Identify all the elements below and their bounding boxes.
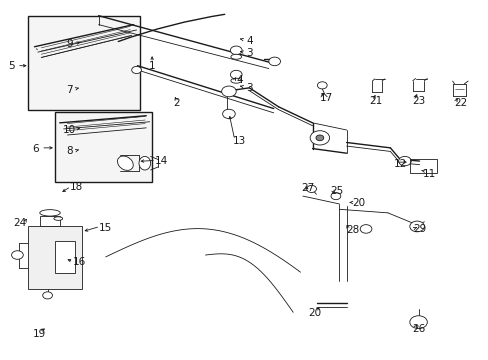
Text: 19: 19	[33, 329, 46, 339]
Ellipse shape	[230, 54, 241, 59]
Circle shape	[360, 225, 371, 233]
Text: 29: 29	[412, 224, 426, 234]
Circle shape	[309, 131, 329, 145]
Circle shape	[330, 193, 340, 200]
Text: 18: 18	[70, 182, 83, 192]
Text: 9: 9	[66, 39, 73, 49]
Circle shape	[398, 157, 410, 166]
Text: 2: 2	[173, 98, 180, 108]
Text: 15: 15	[99, 223, 112, 233]
Circle shape	[222, 109, 235, 118]
Circle shape	[131, 66, 141, 73]
Text: 24: 24	[13, 218, 26, 228]
Text: 16: 16	[72, 257, 85, 267]
Bar	[409, 158, 436, 173]
Text: 3: 3	[245, 83, 252, 93]
Circle shape	[317, 82, 326, 89]
Text: 17: 17	[319, 93, 332, 103]
Text: 27: 27	[301, 183, 314, 193]
Text: 1: 1	[148, 61, 155, 71]
Text: 8: 8	[66, 147, 73, 157]
Text: 4: 4	[236, 75, 243, 85]
Bar	[28, 16, 140, 111]
Text: 25: 25	[329, 186, 343, 197]
Ellipse shape	[54, 217, 62, 220]
Text: 22: 22	[453, 98, 467, 108]
Text: 28: 28	[345, 225, 358, 235]
Bar	[40, 216, 60, 226]
Circle shape	[230, 46, 242, 55]
Text: 7: 7	[66, 85, 73, 95]
Circle shape	[12, 251, 23, 259]
Text: 13: 13	[233, 136, 246, 147]
Text: 26: 26	[411, 324, 425, 334]
Ellipse shape	[230, 78, 241, 83]
Text: 23: 23	[411, 96, 425, 107]
Text: 21: 21	[368, 96, 382, 107]
Text: 6: 6	[32, 144, 39, 154]
Text: 5: 5	[8, 61, 15, 71]
Circle shape	[409, 316, 427, 329]
Text: 14: 14	[155, 157, 168, 166]
Bar	[55, 241, 75, 273]
Text: 10: 10	[63, 125, 76, 135]
Circle shape	[221, 86, 236, 97]
Circle shape	[409, 221, 424, 232]
Ellipse shape	[117, 156, 133, 170]
Text: 12: 12	[393, 159, 406, 169]
Text: 20: 20	[351, 198, 365, 208]
Circle shape	[42, 292, 52, 299]
Bar	[28, 226, 81, 289]
Ellipse shape	[139, 157, 150, 170]
Circle shape	[306, 185, 316, 193]
Circle shape	[230, 70, 242, 79]
Circle shape	[315, 135, 323, 141]
Text: 4: 4	[245, 36, 252, 46]
Text: 11: 11	[422, 168, 435, 179]
Circle shape	[268, 57, 280, 66]
Text: 3: 3	[245, 48, 252, 58]
Text: 20: 20	[308, 308, 321, 318]
Ellipse shape	[40, 210, 60, 216]
Bar	[55, 112, 152, 182]
